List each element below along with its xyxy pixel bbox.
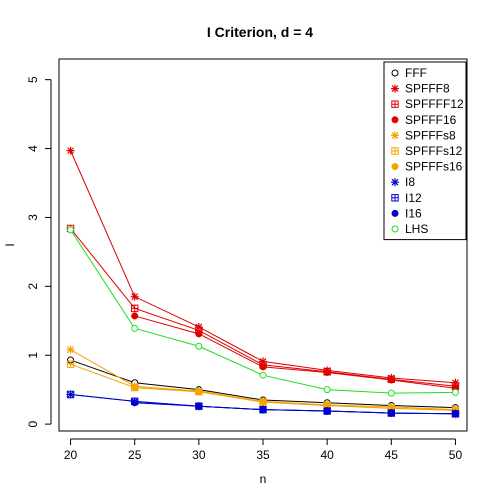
data-point: [259, 406, 267, 414]
legend-label: SPFFF16: [405, 113, 457, 127]
legend-item: FFF: [391, 66, 427, 80]
legend-item: SPFFF16: [391, 113, 457, 127]
series-lhs: [67, 226, 459, 397]
data-point: [130, 292, 139, 301]
legend-marker: [391, 209, 399, 217]
x-axis-label: n: [260, 472, 267, 486]
y-tick-label: 4: [26, 145, 40, 152]
legend-marker: [391, 147, 399, 155]
data-point: [66, 390, 75, 399]
legend-marker: [391, 69, 399, 77]
series-spfffs16: [131, 384, 459, 414]
data-point: [195, 402, 203, 410]
legend-marker: [391, 194, 399, 202]
x-tick-label: 25: [128, 448, 142, 462]
series-i16: [131, 399, 459, 418]
data-point: [451, 410, 459, 418]
legend-label: SPFFFs12: [405, 144, 463, 158]
legend-marker: [391, 84, 399, 93]
series-line: [134, 315, 456, 389]
legend-item: SPFFFF12: [391, 97, 464, 111]
data-point: [387, 376, 395, 384]
data-point: [259, 363, 267, 371]
legend-item: LHS: [391, 222, 428, 236]
legend-label: I12: [405, 191, 422, 205]
data-point: [387, 389, 395, 397]
data-point: [131, 399, 139, 407]
legend-label: SPFFFs8: [405, 128, 456, 142]
y-tick-label: 2: [26, 283, 40, 290]
data-point: [131, 384, 139, 392]
legend-marker: [391, 116, 399, 124]
legend-item: I8: [391, 175, 415, 189]
legend-label: FFF: [405, 66, 427, 80]
y-tick-label: 0: [26, 420, 40, 427]
data-point: [323, 407, 331, 415]
y-axis-label: I: [3, 243, 17, 246]
series-line: [134, 387, 456, 411]
data-point: [259, 398, 267, 406]
data-point: [131, 324, 139, 332]
y-tick-label: 1: [26, 352, 40, 359]
legend-item: SPFFFs12: [391, 144, 463, 158]
x-tick-label: 35: [256, 448, 270, 462]
x-tick-label: 45: [385, 448, 399, 462]
x-tick-label: 40: [320, 448, 334, 462]
data-point: [66, 146, 75, 155]
x-tick-label: 50: [449, 448, 463, 462]
legend-label: SPFFFs16: [405, 160, 463, 174]
legend-marker: [391, 163, 399, 171]
data-point: [66, 345, 75, 354]
legend-label: SPFFFF12: [405, 97, 464, 111]
legend-item: SPFFFs16: [391, 160, 463, 174]
data-point: [387, 409, 395, 417]
data-point: [66, 360, 75, 368]
data-point: [323, 386, 331, 394]
series-line: [134, 402, 456, 415]
data-point: [67, 226, 75, 234]
data-point: [195, 342, 203, 350]
chart-title: I Criterion, d = 4: [207, 24, 313, 40]
legend-item: SPFFF8: [391, 82, 450, 96]
legend-item: I12: [391, 191, 422, 205]
legend-label: I8: [405, 175, 415, 189]
legend-label: I16: [405, 206, 422, 220]
data-point: [195, 388, 203, 396]
legend-marker: [391, 100, 399, 108]
data-point: [259, 371, 267, 379]
y-tick-label: 3: [26, 214, 40, 221]
data-point: [451, 388, 459, 396]
legend-marker: [391, 225, 399, 233]
legend-label: LHS: [405, 222, 428, 236]
x-tick-label: 20: [64, 448, 78, 462]
data-point: [195, 330, 203, 338]
legend-item: SPFFFs8: [391, 128, 456, 142]
legend-label: SPFFF8: [405, 82, 450, 96]
data-point: [130, 304, 139, 313]
y-tick-label: 5: [26, 76, 40, 83]
data-point: [323, 368, 331, 376]
legend-marker: [391, 178, 399, 187]
legend-item: I16: [391, 206, 422, 220]
plot-frame: [58, 58, 468, 432]
series-layer: [66, 146, 460, 418]
legend-marker: [391, 131, 399, 140]
x-tick-label: 30: [192, 448, 206, 462]
data-point: [131, 312, 139, 320]
